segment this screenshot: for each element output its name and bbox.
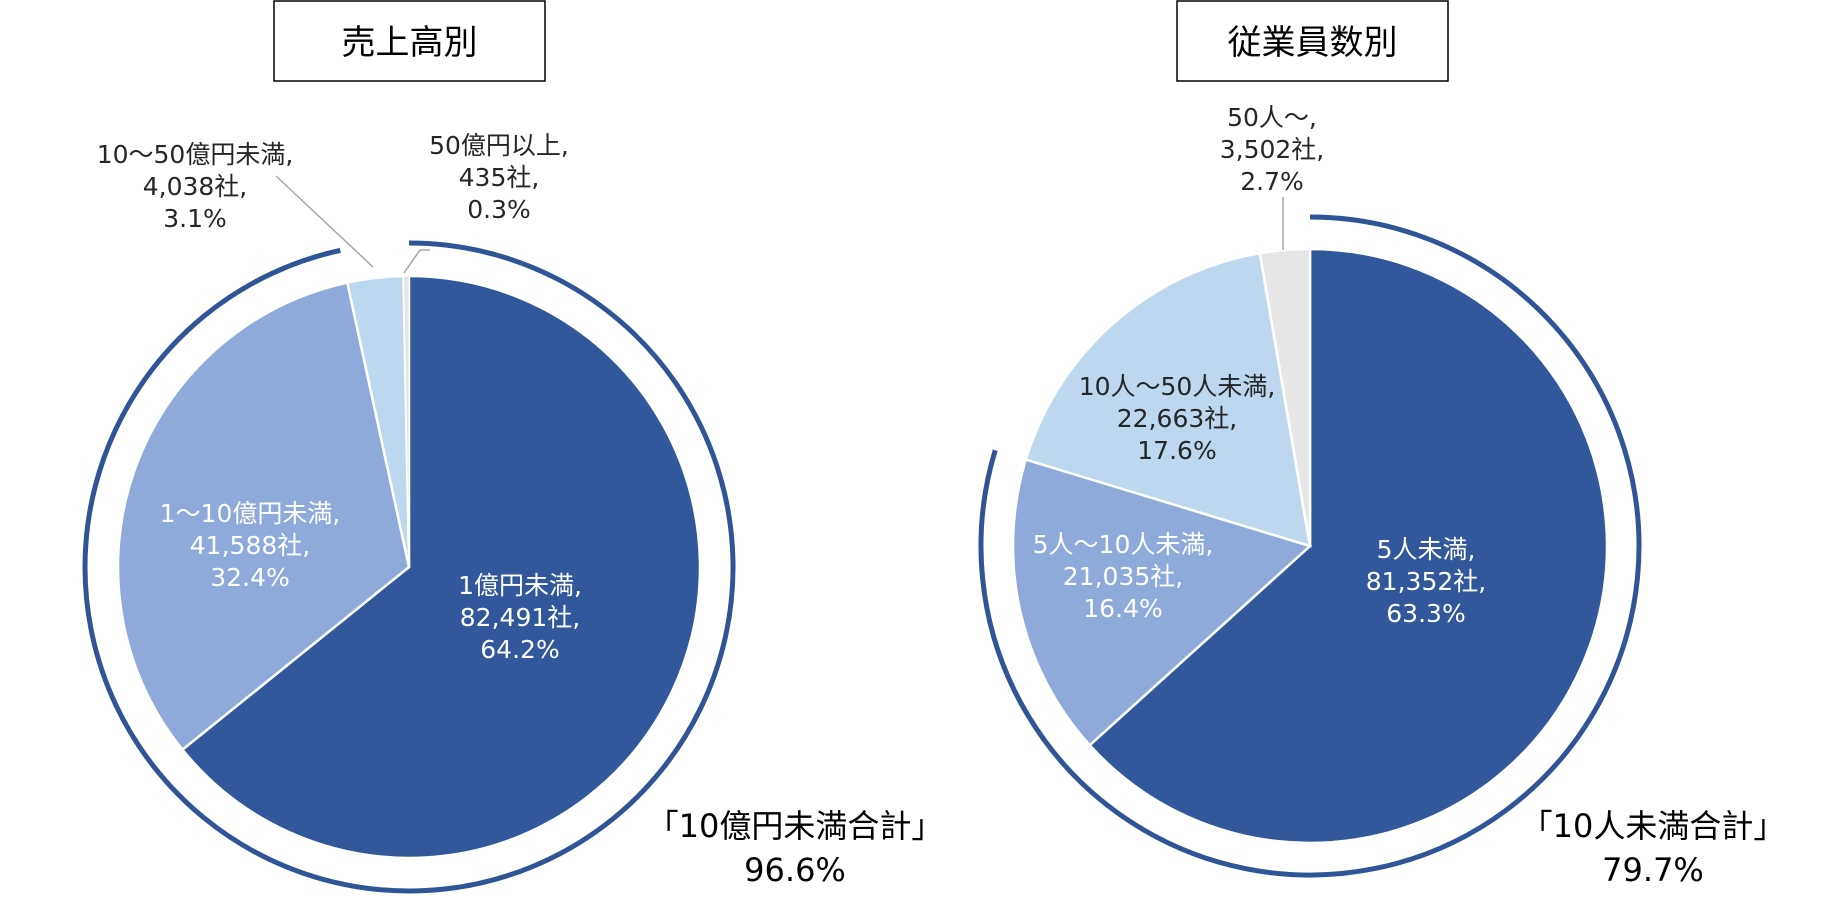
data-label-pct: 32.4% bbox=[210, 563, 289, 592]
data-label-name: 1億円未満, bbox=[458, 571, 582, 600]
data-label-pct: 0.3% bbox=[467, 195, 531, 224]
data-label-pct: 64.2% bbox=[480, 635, 559, 664]
summary-label: 「10億円未満合計」 bbox=[647, 807, 944, 845]
pie-slice-1-10oku bbox=[116, 281, 411, 752]
chart-title-box: 従業員数別 bbox=[1176, 0, 1449, 82]
summary-label: 「10人未満合計」 bbox=[1521, 807, 1786, 845]
chart-employees: 従業員数別 5人未満, 81,352社, 63.3% 5人～10人未満, 21,… bbox=[978, 0, 1786, 889]
chart-title: 売上高別 bbox=[342, 23, 478, 63]
data-label-count: 82,491社, bbox=[460, 603, 580, 632]
data-label-name: 50億円以上, bbox=[429, 131, 569, 160]
data-label-name: 10～50億円未満, bbox=[97, 140, 294, 169]
summary-annotation: 「10億円未満合計」 96.6% bbox=[647, 807, 944, 889]
leader-line bbox=[403, 249, 421, 274]
data-label-count: 81,352社, bbox=[1366, 567, 1486, 596]
pie-slice-50-plus bbox=[1258, 247, 1312, 547]
data-label: 50人～, 3,502社, 2.7% bbox=[1220, 103, 1325, 196]
data-label-count: 41,588社, bbox=[190, 531, 310, 560]
data-label: 10～50億円未満, 4,038社, 3.1% bbox=[97, 140, 294, 233]
data-label-count: 435社, bbox=[459, 163, 540, 192]
pie-slice-10-50 bbox=[1024, 251, 1312, 548]
summary-annotation: 「10人未満合計」 79.7% bbox=[1521, 807, 1786, 889]
data-label-name: 1～10億円未満, bbox=[160, 499, 341, 528]
data-label-pct: 2.7% bbox=[1240, 167, 1304, 196]
summary-value: 96.6% bbox=[744, 851, 846, 889]
data-label: 5人～10人未満, 21,035社, 16.4% bbox=[1033, 530, 1214, 623]
data-label-name: 10人～50人未満, bbox=[1079, 372, 1276, 401]
data-label: 50億円以上, 435社, 0.3% bbox=[429, 131, 569, 224]
data-label-pct: 16.4% bbox=[1083, 594, 1162, 623]
pie-slice-under-1oku bbox=[180, 274, 702, 860]
data-label: 1億円未満, 82,491社, 64.2% bbox=[458, 571, 582, 664]
data-label-count: 21,035社, bbox=[1063, 562, 1183, 591]
data-label: 5人未満, 81,352社, 63.3% bbox=[1366, 535, 1486, 628]
chart-revenue: 売上高別 1億円未満, 82,491社, 64.2% 1～10億円未満, 41,… bbox=[82, 0, 944, 894]
leader-line bbox=[275, 175, 374, 268]
data-label-pct: 63.3% bbox=[1386, 599, 1465, 628]
summary-ring-arc bbox=[82, 240, 736, 894]
data-label-count: 3,502社, bbox=[1220, 135, 1325, 164]
data-label-count: 22,663社, bbox=[1117, 404, 1237, 433]
chart-title-box: 売上高別 bbox=[273, 0, 546, 82]
pie-slice-over-50oku bbox=[403, 275, 410, 568]
chart-title: 従業員数別 bbox=[1228, 23, 1398, 63]
data-label-name: 50人～, bbox=[1227, 103, 1317, 132]
data-label-name: 5人未満, bbox=[1377, 535, 1476, 564]
data-label-name: 5人～10人未満, bbox=[1033, 530, 1214, 559]
data-label: 10人～50人未満, 22,663社, 17.6% bbox=[1079, 372, 1276, 465]
data-label-pct: 17.6% bbox=[1137, 436, 1216, 465]
summary-value: 79.7% bbox=[1602, 851, 1704, 889]
data-label-count: 4,038社, bbox=[143, 172, 248, 201]
data-label: 1～10億円未満, 41,588社, 32.4% bbox=[160, 499, 341, 592]
pie-slice-5-10 bbox=[1011, 458, 1313, 747]
summary-ring-arc bbox=[978, 214, 1642, 878]
data-label-pct: 3.1% bbox=[163, 204, 227, 233]
pie-slice-under-5 bbox=[1087, 247, 1609, 845]
